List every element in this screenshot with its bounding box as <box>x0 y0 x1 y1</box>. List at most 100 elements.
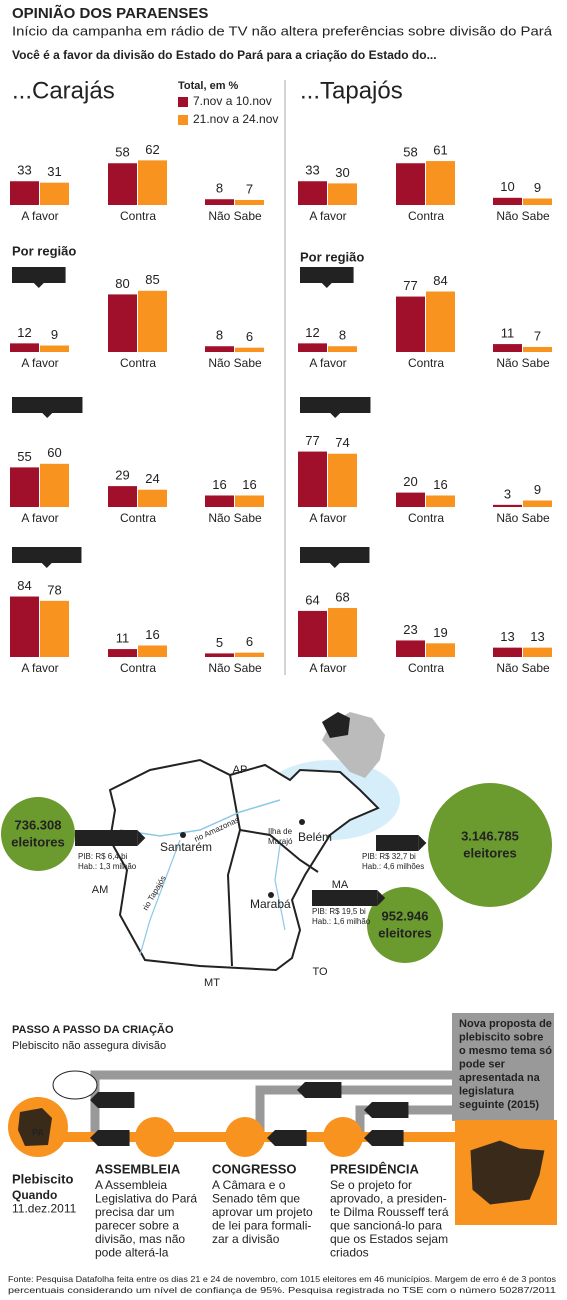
value-label: 13 <box>500 629 514 644</box>
region-name-tag: PARÁ <box>382 836 412 849</box>
region-name-tag-bg <box>376 835 419 851</box>
electors-count: 736.308 <box>15 817 62 832</box>
legend-label: 21.nov a 24.nov <box>193 112 278 126</box>
bar <box>235 495 264 507</box>
bar <box>298 451 327 507</box>
step-text: aprovar um projeto <box>212 1205 313 1219</box>
city-label: Marabá <box>250 897 291 911</box>
region-name-tag-pointer <box>137 830 146 846</box>
note-box <box>452 1013 554 1121</box>
note-line: apresentada na <box>459 1072 541 1084</box>
yes-tag: SIM <box>104 1132 124 1144</box>
bar <box>205 495 234 507</box>
panel-title: ...Tapajós <box>300 77 403 104</box>
value-label: 9 <box>534 482 541 497</box>
region-pop: Hab.: 4,6 milhões <box>362 862 424 871</box>
category-label: Não Sabe <box>496 356 550 370</box>
region-tag-bg <box>12 397 83 413</box>
value-label: 33 <box>305 163 319 178</box>
yes-tag-pointer <box>267 1130 275 1146</box>
note-line: plebiscito sobre <box>459 1031 543 1043</box>
step-text: zar a divisão <box>212 1232 280 1246</box>
electors-circle <box>428 783 552 907</box>
river <box>139 839 181 956</box>
note-line: Nova proposta de <box>459 1018 552 1030</box>
no-tag-pointer <box>364 1102 372 1118</box>
section-label: Por região <box>300 249 364 264</box>
flow-title: PASSO A PASSO DA CRIAÇÃO <box>12 1023 174 1036</box>
no-tag: NÃO <box>311 1083 336 1096</box>
region-name-tag: TAPAJÓS <box>81 831 131 844</box>
value-label: 8 <box>216 328 223 343</box>
city-label: Santarém <box>160 840 212 854</box>
value-label: 16 <box>145 627 159 642</box>
state-label: MA <box>332 879 349 891</box>
value-label: 60 <box>47 445 61 460</box>
bar <box>138 645 167 657</box>
category-label: A favor <box>309 209 346 223</box>
island-label: Marajó <box>268 837 293 846</box>
no-tag-bg <box>372 1102 409 1118</box>
value-label: 23 <box>403 622 417 637</box>
presidencia-icon <box>323 1117 363 1157</box>
step-text: que os Estados sejam <box>330 1232 448 1246</box>
category-label: A favor <box>21 661 58 675</box>
bar <box>426 161 455 205</box>
region-tag: No Pará <box>306 269 348 281</box>
electors-unit: eleitores <box>378 925 431 940</box>
bar <box>205 199 234 205</box>
value-label: 10 <box>500 179 514 194</box>
value-label: 80 <box>115 276 129 291</box>
note-line: legislatura <box>459 1085 515 1097</box>
bar <box>205 653 234 657</box>
region-name-tag-pointer <box>377 890 386 906</box>
no-tag-bg <box>305 1082 342 1098</box>
bar <box>235 652 264 657</box>
value-label: 85 <box>145 272 159 287</box>
region-name-tag-bg <box>312 890 378 906</box>
category-label: A favor <box>21 356 58 370</box>
speech-bubble <box>52 1070 98 1100</box>
step-text: Legislativa do Pará <box>95 1192 197 1206</box>
yes-tag-pointer <box>90 1130 98 1146</box>
category-label: A favor <box>309 356 346 370</box>
bar <box>523 500 552 507</box>
category-label: Não Sabe <box>208 209 262 223</box>
city-dot <box>299 819 305 825</box>
bar <box>108 649 137 657</box>
electors-count: 952.946 <box>382 908 429 923</box>
section-label: Por região <box>12 243 76 258</box>
bar <box>235 199 264 205</box>
carajas-border <box>239 829 319 873</box>
yes-tag-bg <box>98 1130 130 1146</box>
para-icon <box>18 1108 52 1146</box>
yes-tag-bg <box>275 1130 307 1146</box>
value-label: 58 <box>403 145 417 160</box>
legend-swatch <box>178 97 188 107</box>
value-label: 11 <box>501 326 515 341</box>
region-tag: No Carajás <box>306 549 363 561</box>
category-label: Contra <box>408 661 444 675</box>
bar <box>108 486 137 507</box>
flow-subtitle: Plebiscito não assegura divisão <box>12 1040 166 1052</box>
bar <box>396 296 425 352</box>
bar <box>523 647 552 657</box>
bar <box>396 640 425 657</box>
value-label: 6 <box>246 634 253 649</box>
bar <box>328 608 357 657</box>
step-text: de lei para formali- <box>212 1219 311 1233</box>
step-text: 11.dez.2011 <box>12 1202 77 1216</box>
value-label: 33 <box>17 163 31 178</box>
category-label: Não Sabe <box>208 356 262 370</box>
region-tag-bg <box>300 547 370 563</box>
bar <box>328 183 357 205</box>
region-tag-bg <box>12 547 82 563</box>
bar <box>138 489 167 507</box>
legend-title: Total, em % <box>178 80 239 92</box>
title: OPINIÃO DOS PARAENSES <box>12 4 208 22</box>
value-label: 19 <box>433 625 447 640</box>
electors-unit: eleitores <box>463 845 516 860</box>
value-label: 12 <box>17 325 31 340</box>
step-title: Plebiscito <box>12 1171 73 1186</box>
